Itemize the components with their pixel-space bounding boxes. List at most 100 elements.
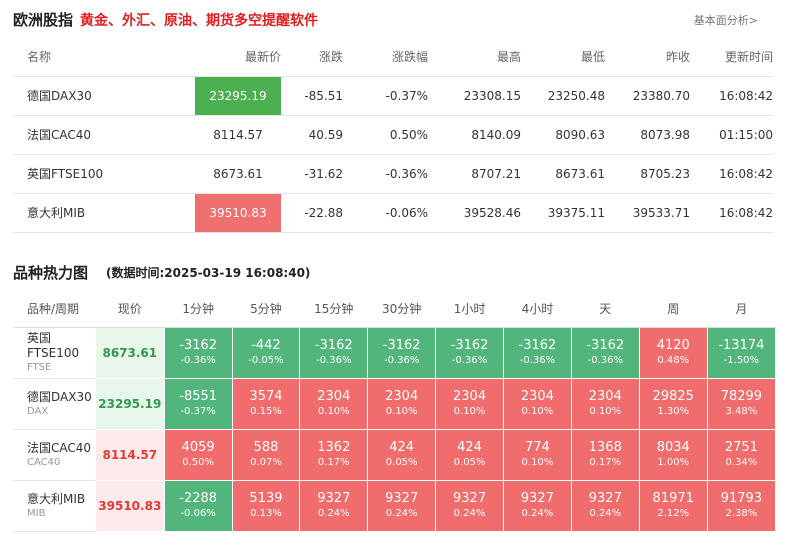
heatmap-row-mib[interactable]: 意大利MIB MIB 39510.83 -2288 -0.06% 5139 0.13% 932…: [13, 480, 777, 532]
heat-col-symbol-period: 品种/周期: [13, 290, 96, 328]
heat-cell-pct: -0.36%: [587, 355, 623, 366]
col-high: 最高: [428, 38, 521, 77]
heat-col-30m: 30分钟: [367, 290, 436, 328]
quote-name[interactable]: 法国CAC40: [13, 115, 131, 155]
heat-col-15m: 15分钟: [299, 290, 368, 328]
heatmap-row-ftse100[interactable]: 英国FTSE100 FTSE 8673.61 -3162 -0.36% -442 -0.05…: [13, 327, 777, 379]
quote-high: 8707.21: [428, 154, 521, 194]
quote-high: 23308.15: [428, 76, 521, 116]
quote-last-price: 8114.57: [213, 127, 263, 142]
heat-cell-pct: 0.13%: [250, 508, 282, 519]
heat-cell-pct: 0.10%: [521, 406, 554, 417]
heat-cell: 8034 1.00%: [639, 429, 708, 481]
heat-cell: 588 0.07%: [232, 429, 301, 481]
heat-cell-pct: 0.24%: [317, 508, 350, 519]
heat-cell: -8551 -0.37%: [164, 378, 233, 430]
quote-update-time: 16:08:42: [690, 193, 773, 233]
heat-symbol[interactable]: 法国CAC40 CAC40: [13, 429, 96, 481]
quote-change-pct: -0.36%: [343, 154, 428, 194]
heat-symbol[interactable]: 德国DAX30 DAX: [13, 378, 96, 430]
heat-cell-value: 1368: [588, 440, 622, 455]
heat-cell: 2304 0.10%: [435, 378, 504, 430]
heat-col-1m: 1分钟: [164, 290, 233, 328]
promo-link[interactable]: 黄金、外汇、原油、期货多空提醒软件: [80, 13, 318, 29]
heat-symbol-code: FTSE: [27, 362, 52, 373]
heatmap-row-dax30[interactable]: 德国DAX30 DAX 23295.19 -8551 -0.37% 3574 0.15% 23…: [13, 378, 777, 430]
quote-last-price: 8673.61: [213, 166, 263, 181]
heat-symbol-name: 法国CAC40: [27, 440, 92, 455]
heat-cell: 78299 3.48%: [707, 378, 777, 430]
quote-change-pct: 0.50%: [343, 115, 428, 155]
fundamental-analysis-link[interactable]: 基本面分析>: [693, 14, 758, 27]
heat-cell-pct: 0.10%: [317, 406, 350, 417]
heat-symbol-name: 意大利MIB: [27, 491, 86, 506]
heat-cell-pct: 2.38%: [725, 508, 758, 519]
heat-cell-value: -3162: [518, 338, 557, 353]
heat-col-1h: 1小时: [435, 290, 504, 328]
heat-cell-value: 29825: [652, 389, 694, 404]
heat-cell-value: 78299: [720, 389, 763, 404]
heat-cell-value: 588: [253, 440, 279, 455]
heat-cell-pct: -0.36%: [451, 355, 488, 366]
heat-cell: 2304 0.10%: [571, 378, 640, 430]
heat-cell-pct: 0.17%: [317, 457, 350, 468]
heat-symbol[interactable]: 英国FTSE100 FTSE: [13, 327, 96, 379]
heat-cell: -13174 -1.50%: [707, 327, 777, 379]
quote-name[interactable]: 德国DAX30: [13, 76, 131, 116]
heat-cell-pct: -1.50%: [723, 355, 760, 366]
heat-cell-pct: 0.50%: [182, 457, 215, 468]
heat-cell-pct: 3.48%: [725, 406, 758, 417]
quote-row-cac40[interactable]: 法国CAC40 8114.57 40.59 0.50% 8140.09 8090…: [13, 115, 773, 155]
heat-cell-value: -8551: [179, 389, 218, 404]
heat-cell: 91793 2.38%: [707, 480, 777, 532]
heat-cell-value: 3574: [249, 389, 283, 404]
heatmap-row-cac40[interactable]: 法国CAC40 CAC40 8114.57 4059 0.50% 588 0.07% 1362…: [13, 429, 777, 481]
quote-name[interactable]: 英国FTSE100: [13, 154, 131, 194]
heat-current-price: 8114.57: [95, 429, 165, 481]
heat-cell-pct: -0.36%: [519, 355, 556, 366]
heat-cell: 2751 0.34%: [707, 429, 777, 481]
heat-symbol-code: DAX: [27, 405, 49, 417]
heat-cell-value: 2304: [588, 389, 622, 404]
heat-symbol[interactable]: 意大利MIB MIB: [13, 480, 96, 532]
heat-current-price: 8673.61: [95, 327, 165, 379]
heat-cell-value: 424: [457, 440, 482, 455]
heat-cell: 3574 0.15%: [232, 378, 301, 430]
heat-cell: -3162 -0.36%: [164, 327, 233, 379]
quote-change: 40.59: [281, 115, 343, 155]
heat-cell: 9327 0.24%: [299, 480, 369, 532]
heat-cell-pct: 0.07%: [250, 457, 282, 468]
heatmap-title: 品种热力图: [13, 264, 89, 282]
heat-col-month: 月: [707, 290, 776, 328]
heat-cell: -442 -0.05%: [232, 327, 301, 379]
quote-prev-close: 23380.70: [605, 76, 690, 116]
heat-col-price: 现价: [95, 290, 165, 328]
quote-low: 8673.61: [521, 154, 605, 194]
quote-low: 39375.11: [521, 193, 605, 233]
heat-cell: -3162 -0.36%: [571, 327, 640, 379]
heat-cell-pct: 0.24%: [521, 508, 554, 519]
quote-row-dax[interactable]: 德国DAX30 23295.19 -85.51 -0.37% 23308.15 …: [13, 76, 773, 116]
quote-table: 名称 最新价 涨跌 涨跌幅 最高 最低 昨收 更新时间 德国DAX30 2329…: [13, 38, 773, 233]
quote-row-ftse100[interactable]: 英国FTSE100 8673.61 -31.62 -0.36% 8707.21 …: [13, 154, 773, 194]
heat-cell-value: -13174: [718, 338, 765, 353]
heat-cell-pct: -0.36%: [383, 355, 420, 366]
col-update-time: 更新时间: [690, 38, 773, 77]
quote-name[interactable]: 意大利MIB: [13, 193, 131, 233]
heat-cell-pct: 0.24%: [589, 508, 622, 519]
heat-cell-pct: 0.05%: [385, 457, 418, 468]
heat-col-4h: 4小时: [503, 290, 572, 328]
heatmap-table: 品种/周期 现价 1分钟 5分钟 15分钟 30分钟 1小时 4小时 天 周 月…: [13, 290, 777, 532]
quote-update-time: 01:15:00: [690, 115, 773, 155]
quote-prev-close: 8073.98: [605, 115, 690, 155]
quote-change: -85.51: [281, 76, 343, 116]
heat-symbol-code: CAC40: [27, 456, 61, 468]
heat-symbol-name: 英国FTSE100: [27, 331, 80, 360]
heat-cell-value: 424: [389, 440, 415, 455]
quote-row-mib[interactable]: 意大利MIB 39510.83 -22.88 -0.06% 39528.46 3…: [13, 193, 773, 233]
quote-change-pct: -0.06%: [343, 193, 428, 233]
heat-cell-pct: 0.48%: [657, 355, 690, 366]
col-last: 最新价: [131, 38, 281, 77]
quote-update-time: 16:08:42: [690, 154, 773, 194]
quote-update-time: 16:08:42: [690, 76, 773, 116]
